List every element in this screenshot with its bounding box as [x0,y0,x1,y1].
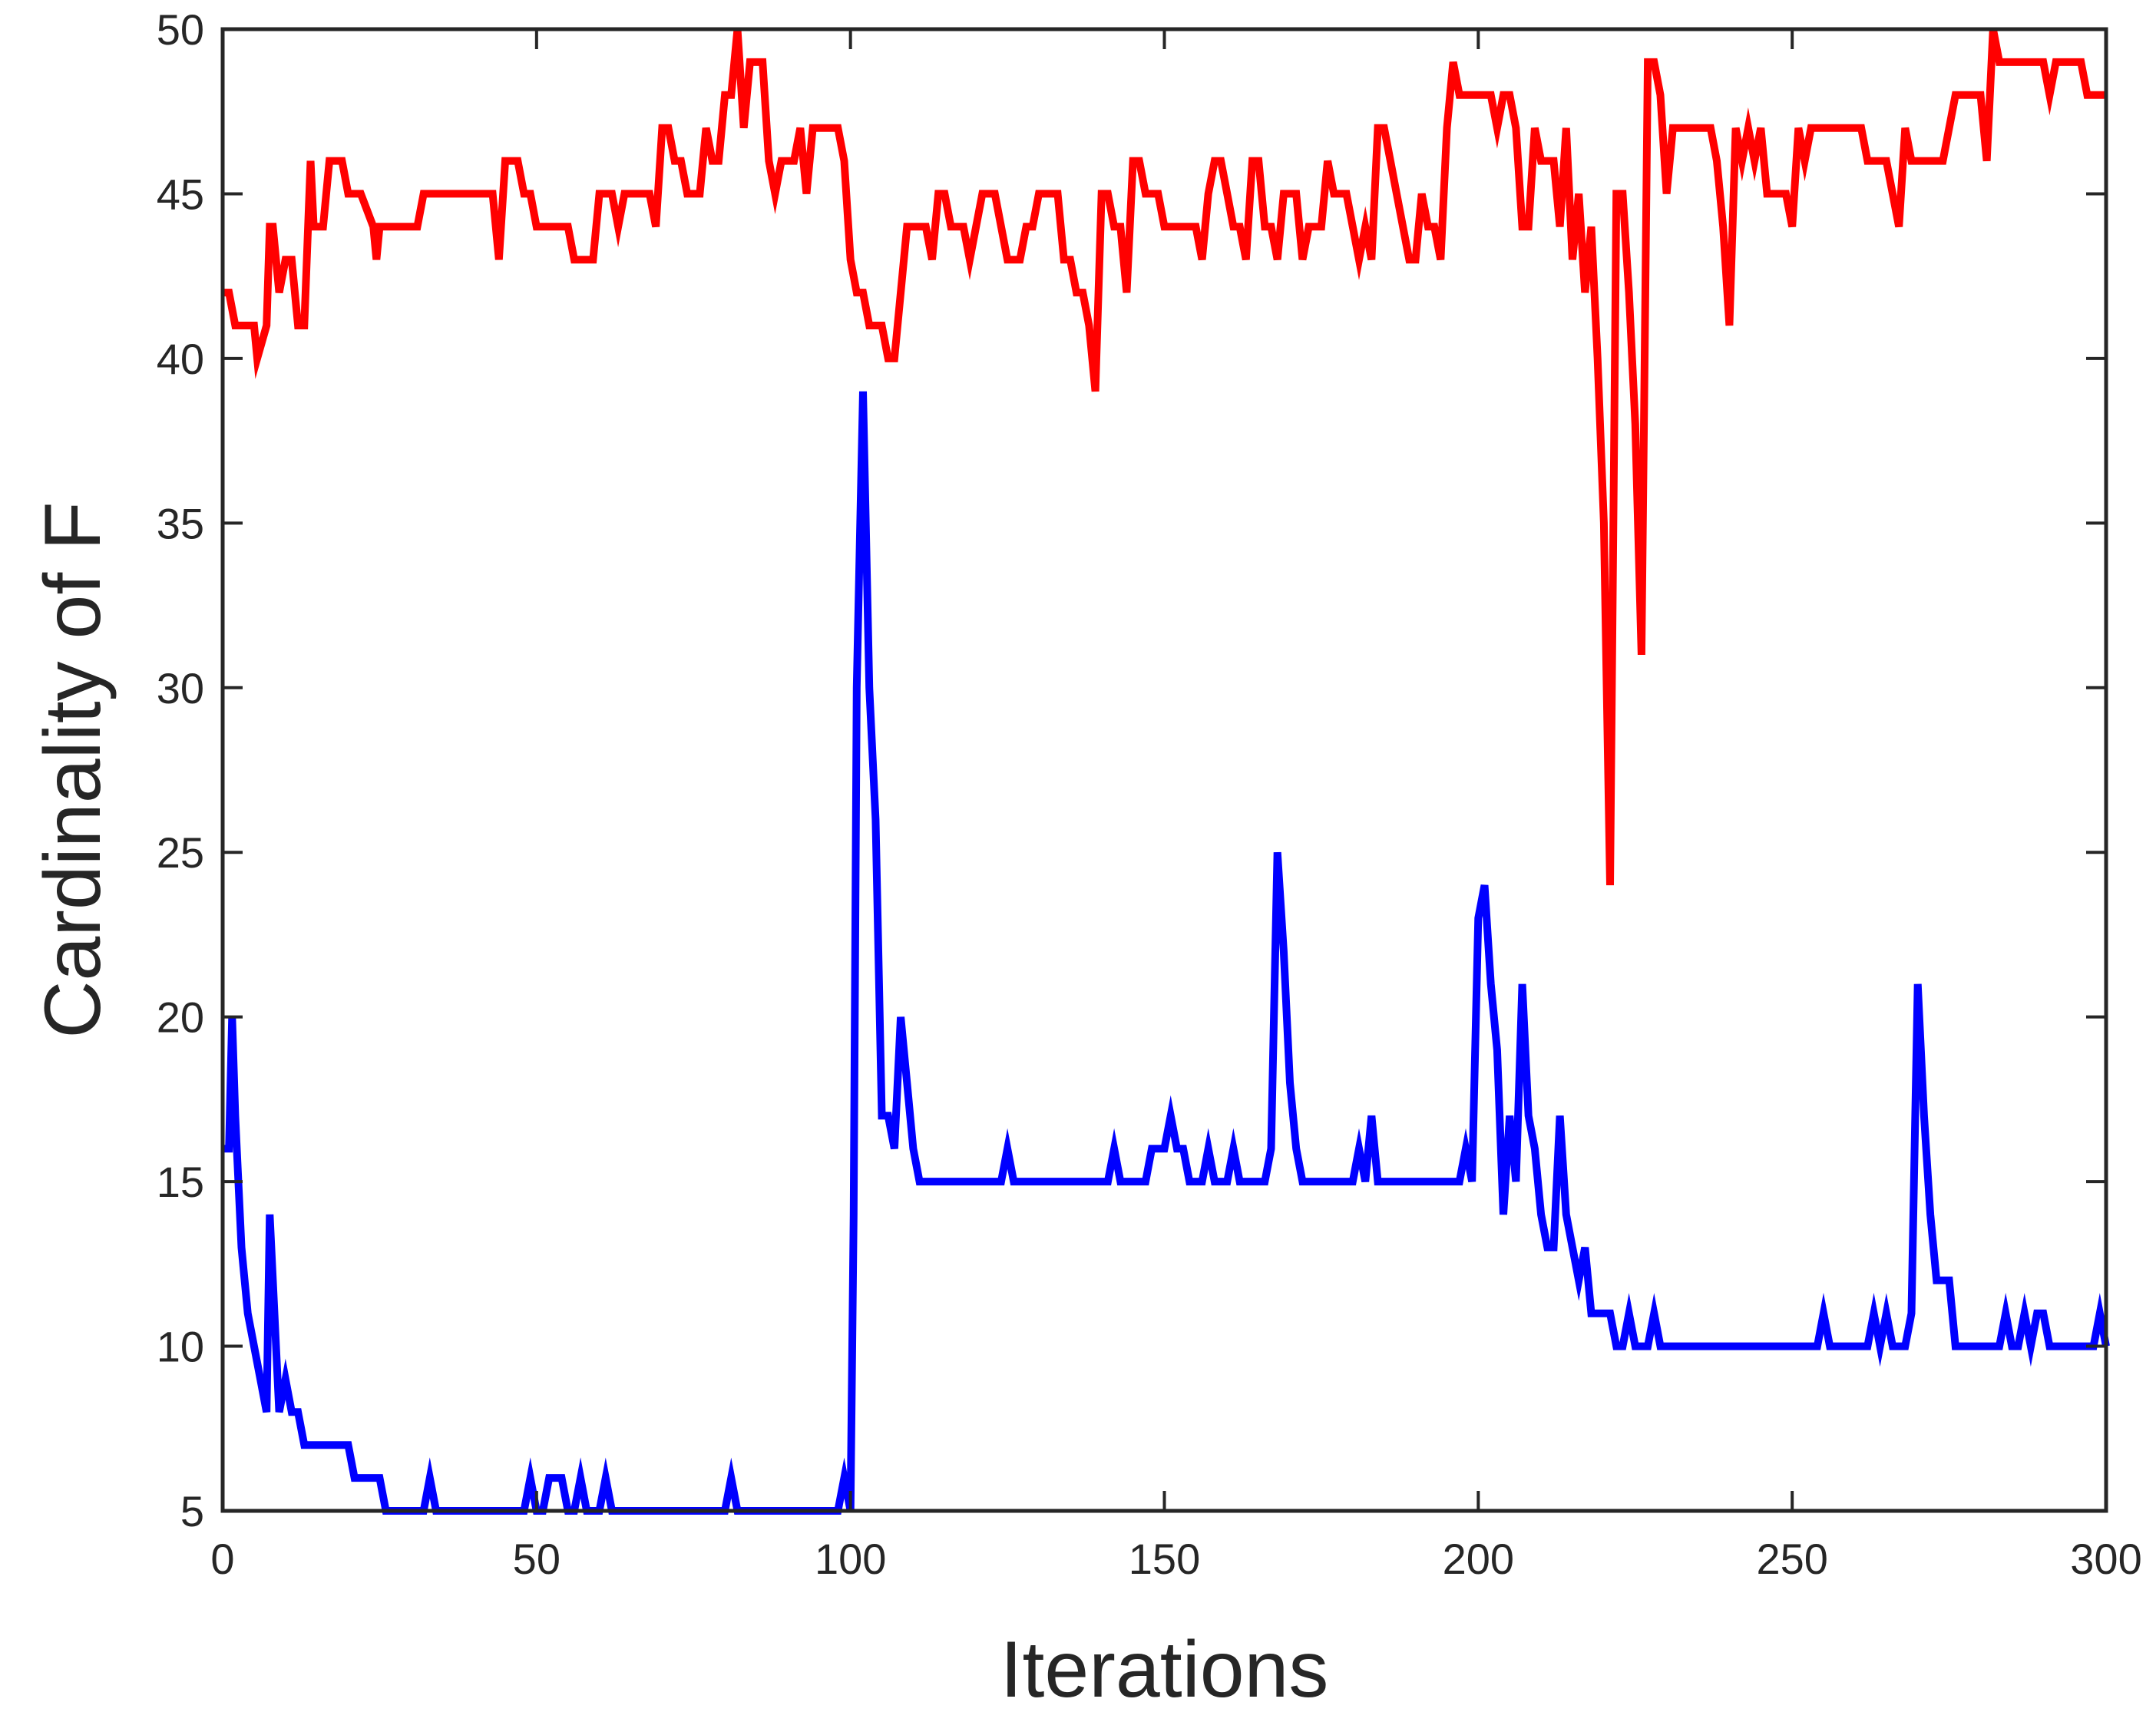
y-tick-label: 10 [157,1323,204,1371]
x-axis-title: Iterations [1000,1625,1329,1712]
y-tick-labels: 5 10 15 20 25 30 35 40 45 50 [157,5,204,1535]
x-tick-label: 100 [815,1535,886,1583]
y-tick-label: 40 [157,335,204,383]
y-tick-label: 30 [157,664,204,712]
series-layer [223,28,2110,1515]
y-tick-label: 15 [157,1158,204,1206]
x-tick-label: 50 [513,1535,560,1583]
y-tick-label: 50 [157,5,204,54]
series-line-2 [223,391,2110,1515]
y-tick-label: 5 [180,1487,204,1535]
x-tick-label: 200 [1443,1535,1514,1583]
x-tick-label: 0 [210,1535,234,1583]
y-tick-label: 20 [157,993,204,1042]
y-tick-label: 35 [157,499,204,547]
x-tick-label: 250 [1756,1535,1827,1583]
y-axis-title: Cardinality of F [28,501,117,1038]
y-tick-label: 25 [157,828,204,877]
x-tick-labels: 0 50 100 150 200 250 300 [210,1535,2141,1583]
series-line-1 [223,28,2106,886]
plot-frame [220,27,2108,1513]
x-tick-label: 150 [1129,1535,1200,1583]
x-tick-label: 300 [2070,1535,2141,1583]
y-tick-label: 45 [157,170,204,218]
